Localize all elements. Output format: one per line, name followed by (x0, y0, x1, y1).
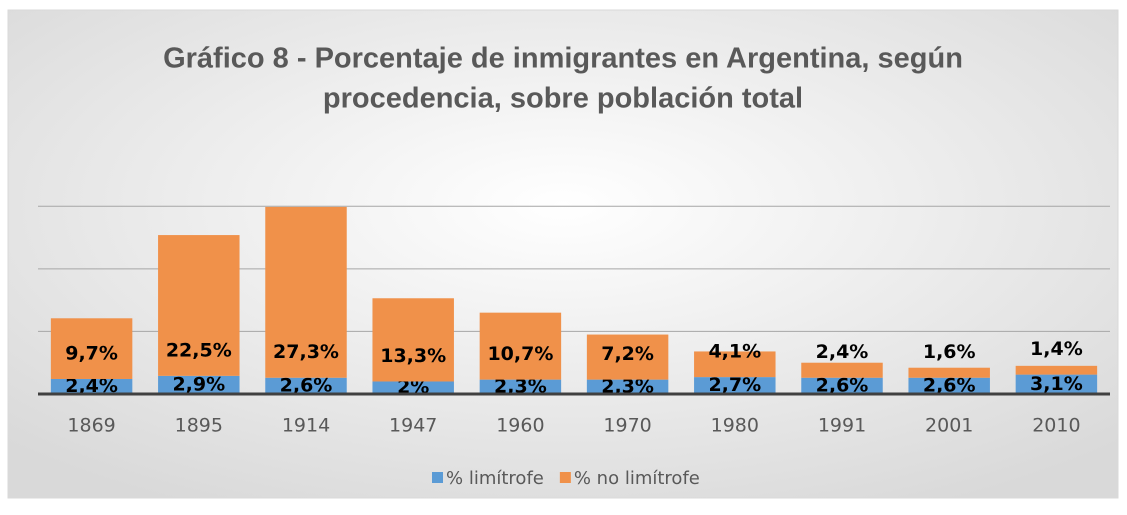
x-tick-label: 1947 (389, 415, 437, 437)
legend-swatch (559, 472, 571, 483)
legend-label: % no limítrofe (574, 468, 700, 489)
bar-segment (908, 377, 990, 394)
bar-segment (801, 377, 883, 394)
bar-segment (50, 318, 133, 379)
bar-segment (1015, 365, 1098, 375)
data-label: 2,9% (172, 373, 225, 395)
x-tick-label: 1980 (711, 415, 759, 437)
bar-segment (479, 379, 562, 394)
data-label: 1,4% (1030, 338, 1083, 360)
chart-title-continued: procedencia, sobre población total (323, 83, 803, 115)
data-label: 27,3% (273, 341, 339, 363)
bar-segment (265, 377, 347, 394)
data-label: 2,4% (816, 341, 869, 363)
x-tick-label: 1895 (175, 415, 223, 437)
legend-swatch (432, 472, 443, 483)
bar-segment (158, 375, 240, 394)
legend-label: % limítrofe (446, 468, 544, 489)
data-label: 10,7% (487, 343, 553, 365)
bar-segment (372, 381, 454, 394)
bar-segment (586, 334, 669, 380)
data-label: 4,1% (708, 341, 761, 363)
bar-segment (694, 377, 776, 394)
data-label: 2,3% (601, 375, 654, 397)
bar-segment (1015, 374, 1098, 394)
bar-segment (908, 367, 990, 378)
data-label: 9,7% (65, 342, 118, 364)
bar-segment (158, 235, 240, 376)
data-label: 2,3% (494, 375, 547, 397)
data-label: 2,6% (923, 374, 976, 396)
x-tick-label: 1869 (67, 415, 115, 437)
bar-segment (372, 298, 454, 382)
bar-segment (265, 206, 347, 378)
data-label: 22,5% (166, 339, 232, 361)
data-label: 2,6% (816, 374, 869, 396)
bar-segment (586, 379, 669, 394)
x-tick-label: 1914 (282, 415, 330, 437)
data-label: 1,6% (923, 341, 976, 363)
data-label: 2,7% (708, 374, 761, 396)
bar-segment (50, 378, 133, 394)
data-label: 7,2% (601, 343, 654, 365)
x-tick-label: 2010 (1032, 415, 1080, 437)
x-tick-label: 2001 (925, 415, 973, 437)
data-label: 2,4% (65, 375, 118, 397)
data-label: 2,6% (280, 374, 333, 396)
x-tick-label: 1991 (818, 415, 866, 437)
x-tick-label: 1970 (603, 415, 651, 437)
x-tick-label: 1960 (496, 415, 544, 437)
bar-segment (801, 362, 883, 378)
data-label: 13,3% (380, 345, 446, 367)
chart-title: Gráfico 8 - Porcentaje de inmigrantes en… (163, 43, 963, 75)
bar-segment (479, 312, 562, 380)
data-label: 3,1% (1030, 373, 1083, 395)
bar-segment (694, 351, 776, 378)
